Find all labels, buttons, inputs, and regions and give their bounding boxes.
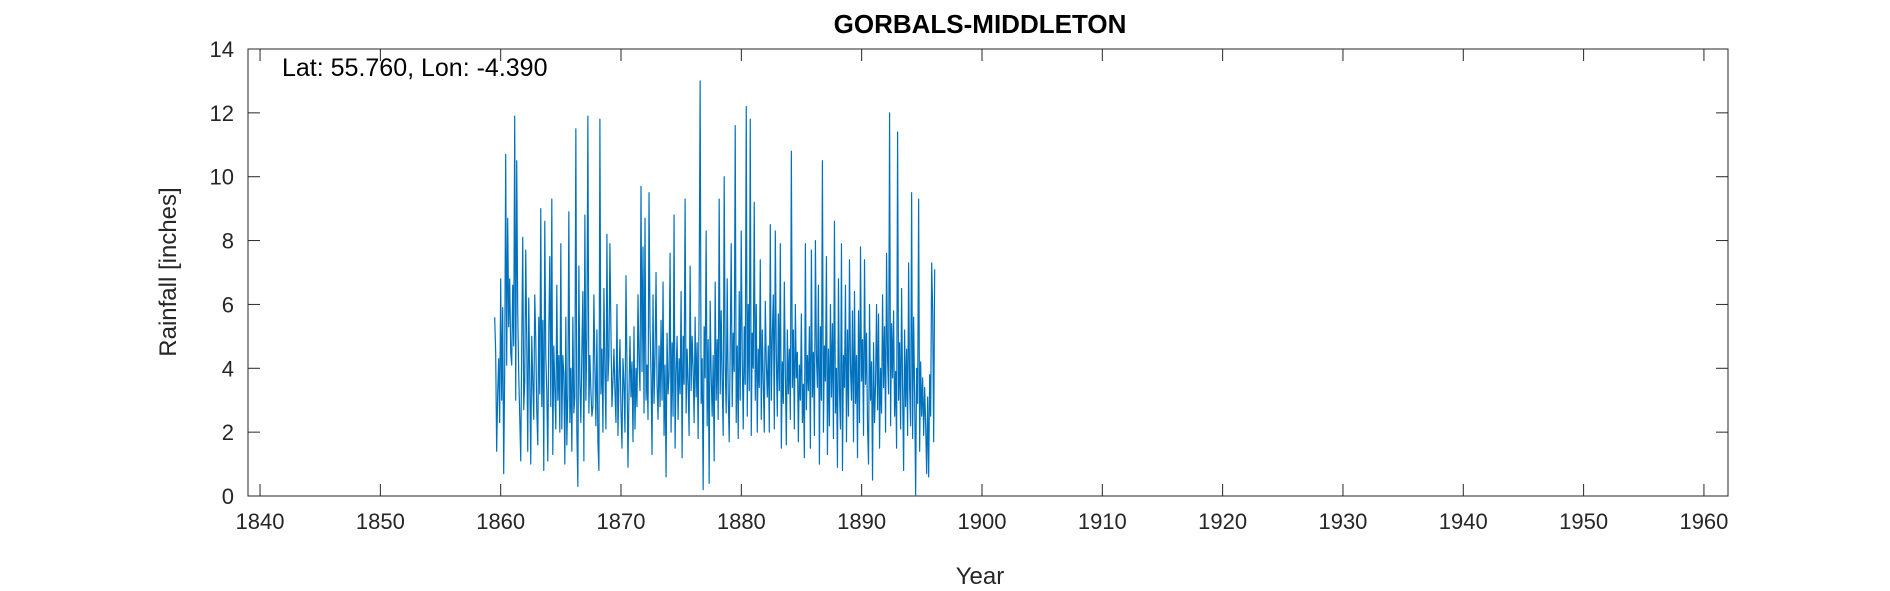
x-tick-label: 1880: [717, 509, 766, 534]
y-tick-label: 2: [222, 420, 234, 445]
y-tick-label: 6: [222, 292, 234, 317]
x-tick-label: 1930: [1318, 509, 1367, 534]
x-tick-label: 1840: [236, 509, 285, 534]
x-tick-label: 1900: [958, 509, 1007, 534]
x-axis-label: Year: [956, 563, 1005, 590]
location-annotation: Lat: 55.760, Lon: -4.390: [282, 54, 548, 82]
x-tick-label: 1950: [1559, 509, 1608, 534]
x-tick-label: 1870: [597, 509, 646, 534]
y-tick-label: 0: [222, 484, 234, 509]
x-axis: 1840 1850 1860 1870 1880 1890 1900 1910 1920 1930…: [236, 49, 1728, 534]
x-tick-label: 1940: [1439, 509, 1488, 534]
x-tick-label: 1960: [1679, 509, 1728, 534]
y-tick-label: 14: [210, 37, 234, 62]
y-tick-label: 8: [222, 229, 234, 254]
x-tick-label: 1920: [1198, 509, 1247, 534]
y-tick-label: 4: [222, 356, 234, 381]
plot-frame: [247, 48, 1729, 497]
x-tick-label: 1890: [837, 509, 886, 534]
x-tick-label: 1910: [1078, 509, 1127, 534]
rainfall-series-line: [494, 80, 936, 497]
y-axis: 0 2 4 6 8 10 12 14: [210, 37, 1728, 509]
x-tick-label: 1860: [476, 509, 525, 534]
plot-box: [247, 48, 1729, 497]
y-axis-label: Rainfall [inches]: [155, 187, 182, 356]
x-tick-label: 1850: [356, 509, 405, 534]
chart-title: GORBALS-MIDDLETON: [834, 9, 1127, 39]
y-tick-label: 10: [210, 165, 234, 190]
y-tick-label: 12: [210, 101, 234, 126]
